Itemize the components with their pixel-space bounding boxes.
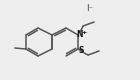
Text: +: + xyxy=(81,30,86,34)
Text: I⁻: I⁻ xyxy=(87,4,93,12)
Text: N: N xyxy=(76,30,83,39)
Text: S: S xyxy=(78,46,84,55)
